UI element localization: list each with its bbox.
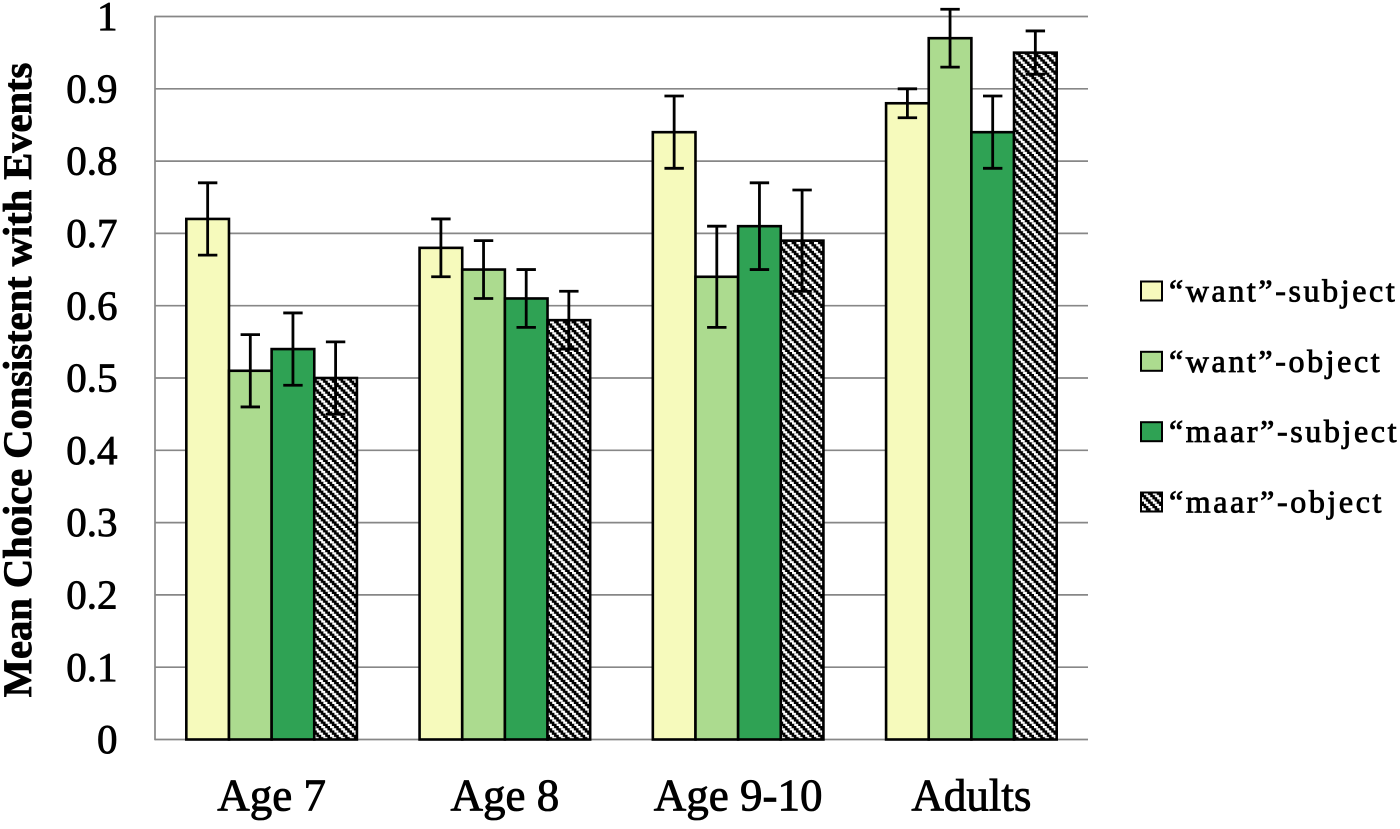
svg-text:0.9: 0.9: [66, 65, 117, 111]
svg-text:Age 9-10: Age 9-10: [654, 771, 823, 821]
svg-text:0: 0: [97, 716, 118, 762]
svg-text:“want”-subject: “want”-subject: [1169, 273, 1397, 309]
svg-text:1: 1: [97, 0, 118, 39]
svg-text:“want”-object: “want”-object: [1169, 343, 1382, 379]
svg-text:Mean Choice Consistent with Ev: Mean Choice Consistent with Events: [0, 63, 40, 698]
svg-text:“maar”-object: “maar”-object: [1169, 484, 1384, 520]
svg-text:0.2: 0.2: [66, 572, 117, 618]
svg-text:0.3: 0.3: [66, 499, 117, 545]
svg-text:Age 7: Age 7: [217, 771, 326, 821]
svg-text:0.6: 0.6: [66, 282, 117, 328]
svg-text:0.4: 0.4: [66, 427, 117, 473]
svg-text:Adults: Adults: [911, 771, 1031, 821]
svg-text:Age 8: Age 8: [451, 771, 560, 821]
svg-text:0.7: 0.7: [66, 210, 117, 256]
svg-text:“maar”-subject: “maar”-subject: [1169, 413, 1399, 449]
svg-text:0.8: 0.8: [66, 138, 117, 184]
svg-text:0.5: 0.5: [66, 355, 117, 401]
svg-text:0.1: 0.1: [66, 644, 117, 690]
